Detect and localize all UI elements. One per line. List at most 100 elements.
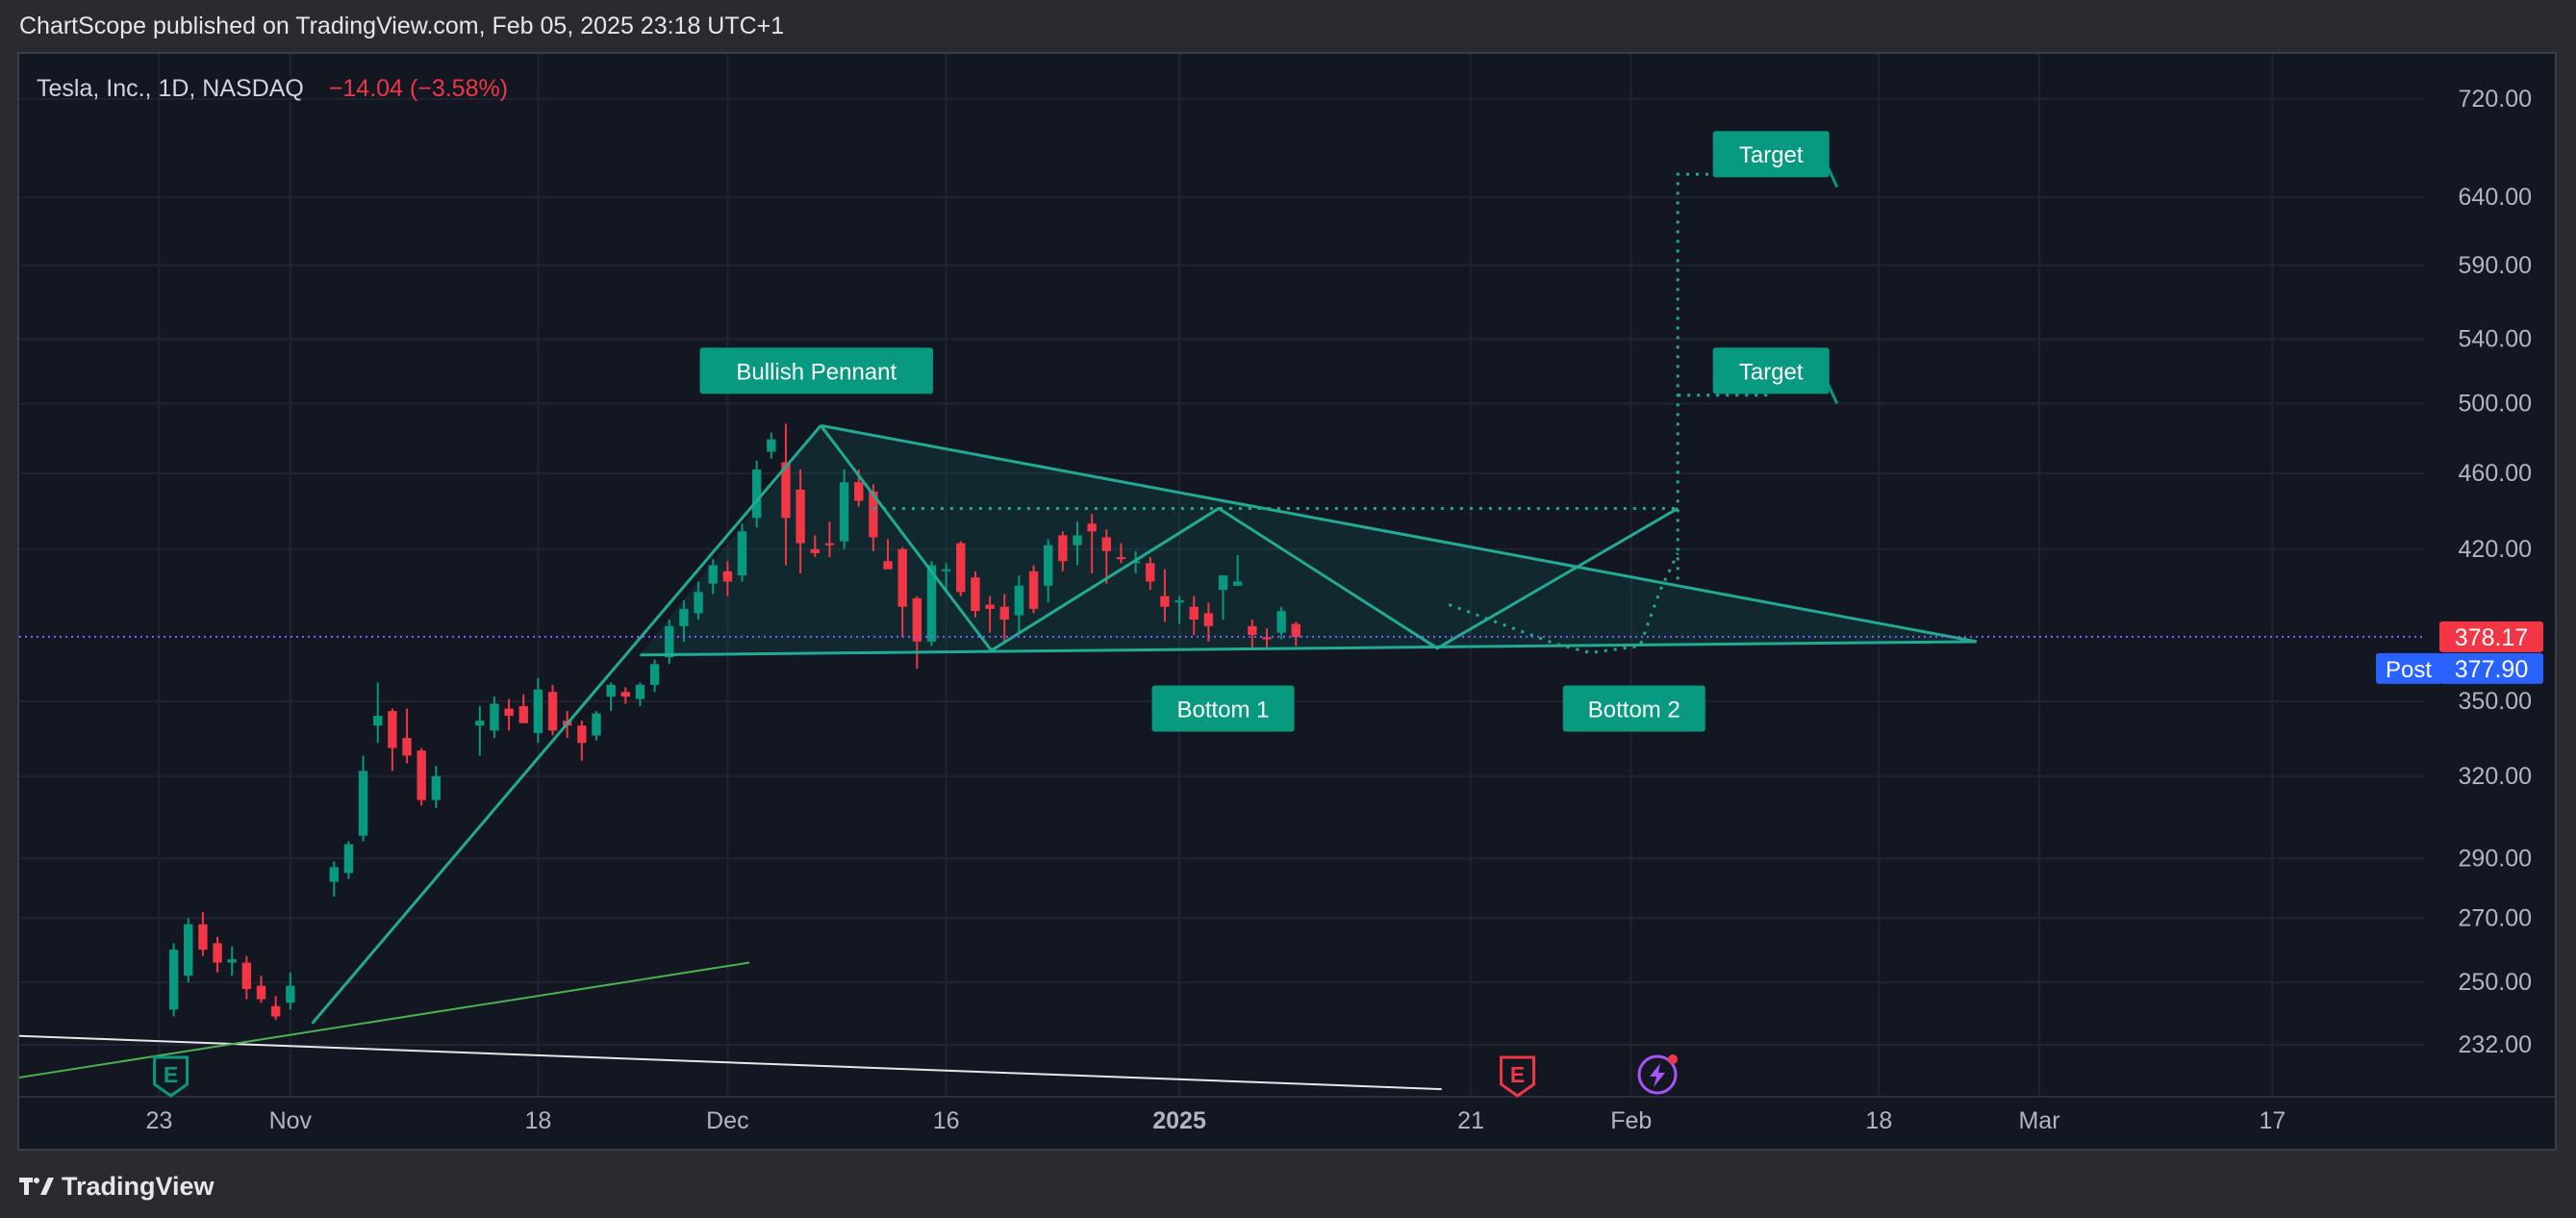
- candle-body: [227, 959, 237, 963]
- candle[interactable]: [1232, 555, 1243, 586]
- candle[interactable]: [781, 423, 791, 566]
- candle[interactable]: [475, 706, 485, 756]
- candle[interactable]: [1073, 521, 1082, 566]
- pennant-upper-line[interactable]: [821, 423, 1978, 644]
- candle[interactable]: [1189, 596, 1199, 635]
- candle[interactable]: [810, 535, 820, 558]
- candle[interactable]: [343, 841, 354, 879]
- last-price-bg: [2439, 621, 2543, 652]
- candle[interactable]: [722, 561, 733, 596]
- lightning-icon[interactable]: [1637, 1054, 1679, 1095]
- price-chart[interactable]: 720.00 640.00 590.00 540.00 500.00 460.00 420.…: [0, 54, 2555, 1149]
- candle[interactable]: [796, 469, 805, 573]
- candle[interactable]: [1160, 569, 1170, 622]
- candle[interactable]: [665, 620, 674, 665]
- candle[interactable]: [708, 559, 718, 595]
- candle[interactable]: [373, 682, 383, 744]
- candle[interactable]: [213, 936, 222, 973]
- candle[interactable]: [431, 766, 442, 809]
- candle[interactable]: [999, 594, 1009, 642]
- candle[interactable]: [184, 918, 193, 983]
- white-trendline[interactable]: [0, 1033, 1442, 1091]
- candle[interactable]: [1116, 543, 1126, 564]
- pattern-label[interactable]: Bottom 2: [1562, 685, 1705, 732]
- candle[interactable]: [1044, 539, 1053, 603]
- candle[interactable]: [839, 469, 849, 549]
- candle-body: [592, 713, 601, 736]
- candle[interactable]: [737, 523, 747, 582]
- pattern-label[interactable]: Target: [1712, 347, 1830, 394]
- candle[interactable]: [504, 698, 514, 731]
- target-path-dotted[interactable]: [1676, 172, 1772, 580]
- candle[interactable]: [1058, 531, 1068, 571]
- candle[interactable]: [956, 541, 966, 596]
- candle[interactable]: [767, 432, 776, 459]
- candle-body: [1248, 625, 1257, 635]
- candle[interactable]: [971, 571, 980, 618]
- candle[interactable]: [1087, 514, 1097, 573]
- candle[interactable]: [751, 460, 762, 528]
- pattern-label[interactable]: Bottom 1: [1151, 685, 1295, 732]
- candle[interactable]: [883, 539, 893, 570]
- candle[interactable]: [329, 861, 339, 898]
- earnings-event-marker[interactable]: E: [153, 1055, 189, 1098]
- candle-body: [533, 689, 543, 733]
- candle[interactable]: [1218, 575, 1228, 621]
- candle[interactable]: [256, 976, 266, 1003]
- candle[interactable]: [518, 694, 528, 723]
- candle[interactable]: [824, 521, 835, 558]
- candle[interactable]: [1101, 529, 1111, 584]
- candle[interactable]: [694, 581, 703, 621]
- candle[interactable]: [606, 682, 616, 712]
- candle[interactable]: [1014, 575, 1024, 633]
- candle[interactable]: [270, 996, 281, 1021]
- candle[interactable]: [533, 677, 543, 744]
- y-tick-label: 420.00: [2459, 536, 2532, 563]
- candle[interactable]: [417, 748, 426, 806]
- candle[interactable]: [1203, 602, 1214, 642]
- candle[interactable]: [620, 687, 630, 704]
- green-trendline[interactable]: [0, 961, 750, 1086]
- candle-body: [649, 664, 660, 685]
- earnings-event-marker[interactable]: E: [1500, 1055, 1536, 1098]
- pattern-label[interactable]: Bullish Pennant: [699, 347, 934, 394]
- pennant-lower-line[interactable]: [640, 640, 1977, 657]
- candle[interactable]: [926, 561, 937, 647]
- candle[interactable]: [592, 711, 601, 741]
- candle[interactable]: [912, 596, 922, 670]
- candle[interactable]: [1276, 606, 1286, 640]
- candle[interactable]: [241, 955, 252, 1000]
- candle[interactable]: [168, 943, 179, 1017]
- x-axis[interactable]: 23 Nov 18 Dec 16 2025 21 Feb 18 Mar 17: [146, 1107, 2286, 1134]
- candle[interactable]: [286, 972, 295, 1010]
- y-axis[interactable]: 720.00 640.00 590.00 540.00 500.00 460.00 420.…: [2459, 86, 2532, 1058]
- candle[interactable]: [1262, 628, 1272, 648]
- candle[interactable]: [402, 708, 412, 764]
- candle[interactable]: [1028, 565, 1039, 614]
- candle[interactable]: [1248, 620, 1257, 648]
- candle[interactable]: [1130, 550, 1141, 573]
- candle[interactable]: [198, 911, 208, 956]
- flagpole-line[interactable]: [311, 424, 822, 1025]
- candle[interactable]: [941, 563, 951, 593]
- candle-body: [241, 962, 252, 990]
- candle[interactable]: [1174, 596, 1184, 624]
- candle[interactable]: [897, 546, 907, 638]
- pattern-label[interactable]: Target: [1712, 131, 1830, 178]
- candle-body: [1087, 523, 1097, 532]
- candle[interactable]: [985, 596, 995, 633]
- x-tick-label: Mar: [2018, 1107, 2059, 1134]
- candle[interactable]: [547, 684, 558, 736]
- chart-frame[interactable]: 720.00 640.00 590.00 540.00 500.00 460.00 420.…: [0, 52, 2557, 1151]
- candle[interactable]: [388, 708, 397, 772]
- candle[interactable]: [358, 755, 368, 842]
- candle[interactable]: [649, 659, 660, 693]
- candle[interactable]: [679, 600, 689, 642]
- candle[interactable]: [1146, 557, 1155, 591]
- candle[interactable]: [227, 946, 237, 977]
- candle[interactable]: [490, 697, 499, 739]
- candle[interactable]: [635, 682, 645, 707]
- candle[interactable]: [577, 721, 587, 761]
- double-bottom-line[interactable]: [820, 424, 1679, 652]
- candle[interactable]: [1291, 622, 1301, 647]
